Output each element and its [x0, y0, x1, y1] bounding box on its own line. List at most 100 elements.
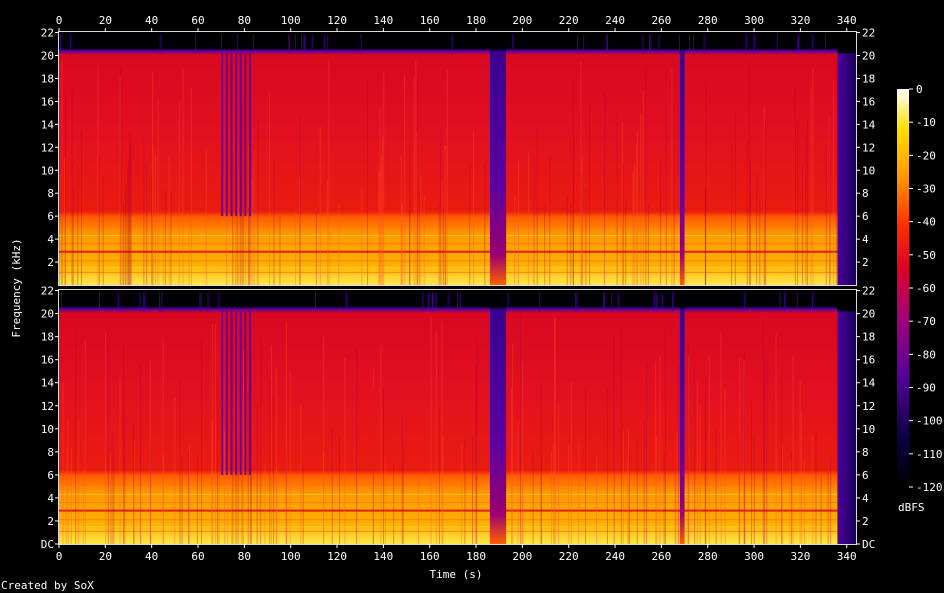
- y-tick-label: 18: [41, 331, 54, 344]
- fade-out-region: [837, 53, 856, 285]
- y-axis-label: Frequency (kHz): [10, 238, 23, 337]
- y-tick-label: 2: [47, 256, 54, 269]
- y-tick-label-right: 6: [862, 469, 869, 482]
- colorbar-tick-label: -110: [916, 448, 943, 461]
- x-tick-label-top: 0: [56, 14, 63, 27]
- y-tick-label-right: 16: [862, 95, 875, 108]
- quiet-streak: [230, 53, 233, 217]
- x-tick-label-top: 320: [790, 14, 810, 27]
- y-tick-label: 18: [41, 72, 54, 85]
- quiet-streak: [239, 53, 242, 217]
- y-tick-label-right: 20: [862, 50, 875, 63]
- x-tick-label-top: 180: [466, 14, 486, 27]
- y-tick-label: 10: [41, 164, 54, 177]
- y-tick-label: DC: [41, 538, 54, 551]
- x-tick-label-top: 100: [281, 14, 301, 27]
- y-tick-label: 16: [41, 354, 54, 367]
- y-tick-label-right: 12: [862, 141, 875, 154]
- dropout-region: [679, 290, 685, 544]
- x-tick-label: 0: [56, 550, 63, 563]
- spectrogram-panels: [58, 32, 856, 544]
- spectrogram-body: [59, 32, 838, 285]
- y-tick-label: 16: [41, 95, 54, 108]
- x-tick-label-top: 160: [420, 14, 440, 27]
- quiet-streaks: [221, 53, 251, 217]
- x-tick-label-top: 20: [99, 14, 112, 27]
- y-tick-label-right: 14: [862, 118, 876, 131]
- colorbar-tick-label: 0: [916, 83, 923, 96]
- x-tick-label: 280: [698, 550, 718, 563]
- y-tick-label-right: 6: [862, 210, 869, 223]
- x-tick-label: 60: [191, 550, 204, 563]
- dropout-region: [489, 32, 507, 285]
- y-tick-label-right: 2: [862, 256, 869, 269]
- x-tick-label-top: 220: [559, 14, 579, 27]
- quiet-streak: [235, 311, 238, 475]
- quiet-streak: [248, 311, 251, 475]
- y-tick-label-right: DC: [862, 538, 875, 551]
- y-tick-label: 14: [41, 118, 55, 131]
- x-tick-label: 240: [605, 550, 625, 563]
- y-tick-label-right: 18: [862, 72, 875, 85]
- x-tick-label-top: 240: [605, 14, 625, 27]
- fade-out-region: [837, 311, 856, 544]
- y-tick-label: 6: [47, 210, 54, 223]
- y-tick-label-right: 10: [862, 164, 875, 177]
- colorbar-tick-label: -70: [916, 315, 936, 328]
- x-tick-label: 120: [327, 550, 347, 563]
- harmonic-lines: [59, 483, 838, 537]
- channel-1-spectrogram: [58, 32, 856, 285]
- y-tick-label-right: 22: [862, 285, 875, 298]
- y-tick-label: 10: [41, 423, 54, 436]
- x-tick-label: 20: [99, 550, 112, 563]
- y-tick-label-right: 8: [862, 446, 869, 459]
- colorbar-tick-label: -20: [916, 149, 936, 162]
- x-tick-label: 80: [238, 550, 251, 563]
- x-tick-label-top: 200: [512, 14, 532, 27]
- y-tick-label: 4: [47, 233, 54, 246]
- x-tick-label-top: 140: [373, 14, 393, 27]
- y-tick-label: 6: [47, 469, 54, 482]
- y-tick-label-right: 8: [862, 187, 869, 200]
- colorbar-tick-label: -100: [916, 415, 943, 428]
- x-tick-label: 260: [651, 550, 671, 563]
- quiet-streaks: [221, 311, 251, 475]
- quiet-streak: [221, 53, 224, 217]
- y-tick-label-right: 18: [862, 331, 875, 344]
- y-tick-label: 2: [47, 515, 54, 528]
- credit-text: Created by SoX: [1, 579, 94, 592]
- y-tick-label-right: 2: [862, 515, 869, 528]
- y-tick-label-right: 22: [862, 27, 875, 40]
- quiet-streak: [225, 53, 228, 217]
- x-tick-label-top: 300: [744, 14, 764, 27]
- y-tick-label-right: 16: [862, 354, 875, 367]
- quiet-streak: [225, 311, 228, 475]
- channel-2-spectrogram: [59, 290, 856, 544]
- x-tick-label-top: 340: [837, 14, 857, 27]
- quiet-streak: [230, 311, 233, 475]
- x-tick-label: 40: [145, 550, 158, 563]
- x-tick-label: 220: [559, 550, 579, 563]
- panel-frame: [58, 289, 857, 545]
- x-axis-label: Time (s): [430, 568, 483, 581]
- colorbar-tick-label: -40: [916, 216, 936, 229]
- y-tick-label: 8: [47, 187, 54, 200]
- y-tick-label: 22: [41, 285, 54, 298]
- harmonic-lines: [59, 224, 838, 278]
- y-tick-label-right: 14: [862, 377, 876, 390]
- colorbar-tick-label: -120: [916, 481, 943, 494]
- x-tick-label-top: 280: [698, 14, 718, 27]
- quiet-streak: [248, 53, 251, 217]
- y-tick-label: 22: [41, 27, 54, 40]
- x-tick-label-top: 60: [191, 14, 204, 27]
- x-tick-label-top: 80: [238, 14, 251, 27]
- axes: 2220181614121086422220181614121086422220…: [41, 14, 876, 563]
- y-tick-label: 12: [41, 400, 54, 413]
- transient-streaks: [60, 292, 832, 544]
- y-tick-label-right: 20: [862, 308, 875, 321]
- colorbar-gradient: [897, 89, 909, 487]
- y-tick-label-right: 4: [862, 492, 869, 505]
- y-tick-label: 14: [41, 377, 55, 390]
- x-tick-label: 100: [281, 550, 301, 563]
